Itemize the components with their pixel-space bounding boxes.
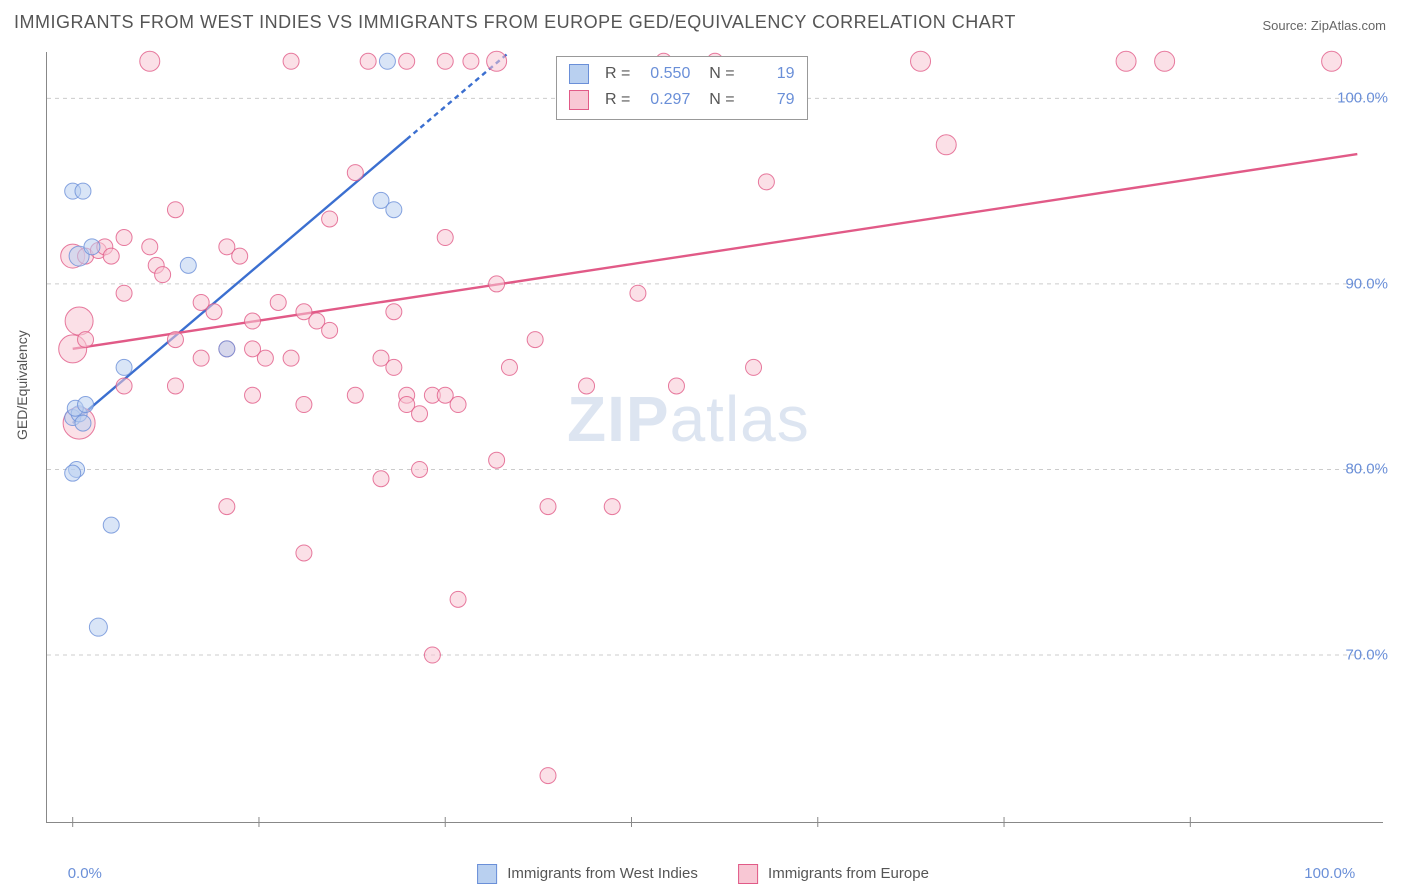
stats-swatch-icon [569,90,589,110]
y-tick-label: 80.0% [1345,461,1388,478]
y-tick-label: 90.0% [1345,275,1388,292]
y-axis-label: GED/Equivalency [14,330,30,440]
chart-title: IMMIGRANTS FROM WEST INDIES VS IMMIGRANT… [14,12,1016,33]
legend-item-europe: Immigrants from Europe [738,864,929,884]
source-label: Source: ZipAtlas.com [1262,18,1386,33]
chart-svg [47,52,1383,822]
legend-bottom: Immigrants from West Indies Immigrants f… [477,864,929,884]
legend-label: Immigrants from Europe [768,865,929,882]
y-tick-label: 70.0% [1345,647,1388,664]
stats-swatch-icon [569,64,589,84]
stats-row: R = 0.550 N = 19 [569,61,795,87]
stats-row: R = 0.297 N = 79 [569,87,795,113]
legend-item-west-indies: Immigrants from West Indies [477,864,698,884]
legend-label: Immigrants from West Indies [507,865,698,882]
correlation-stats-box: R = 0.550 N = 19 R = 0.297 N = 79 [556,56,808,120]
y-tick-label: 100.0% [1337,90,1388,107]
legend-swatch-icon [738,864,758,884]
legend-swatch-icon [477,864,497,884]
chart-plot-area: ZIPatlas [46,52,1383,823]
x-tick-label: 100.0% [1304,865,1355,882]
x-tick-label: 0.0% [68,865,102,882]
